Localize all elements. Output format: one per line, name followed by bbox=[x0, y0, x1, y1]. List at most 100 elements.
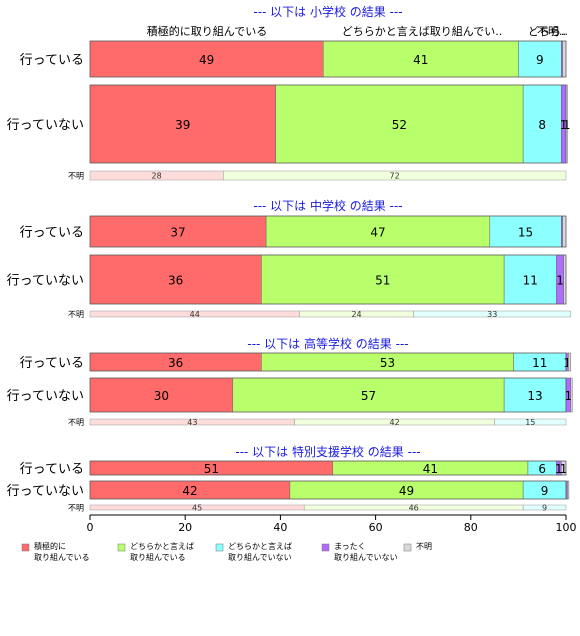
row-label: 行っていない bbox=[7, 118, 84, 133]
bar-segment bbox=[232, 377, 505, 413]
row-label: 行っている bbox=[20, 53, 84, 68]
x-axis-tick-label: 0 bbox=[87, 521, 94, 534]
row-label: 行っていない bbox=[7, 274, 84, 289]
data-label: 37 bbox=[170, 226, 185, 240]
legend-label: 取り組んでいない bbox=[334, 552, 398, 562]
legend-label: どちらかと言えば bbox=[228, 541, 292, 551]
top-category-label: どちらかと言えば取り組んでい.. bbox=[342, 25, 502, 38]
top-category-label: 不明.. bbox=[537, 25, 566, 38]
data-label: 1 bbox=[563, 118, 571, 132]
bar-segment bbox=[568, 352, 572, 372]
bar-outline bbox=[89, 254, 567, 305]
unknown-bar-segment bbox=[522, 504, 567, 511]
bar-outline bbox=[89, 352, 567, 372]
x-axis-tick-label: 60 bbox=[369, 521, 383, 534]
bar-segment bbox=[261, 254, 505, 305]
data-label: 57 bbox=[361, 389, 376, 403]
unknown-data-label: 72 bbox=[390, 172, 400, 181]
bar-outline bbox=[89, 377, 567, 413]
legend-label: どちらかと言えば bbox=[130, 541, 194, 551]
top-category-label: どちら.. bbox=[528, 25, 568, 38]
legend-swatch bbox=[21, 543, 30, 552]
data-label: 49 bbox=[199, 53, 214, 67]
data-label: 36 bbox=[168, 356, 183, 370]
bar-outline bbox=[89, 215, 567, 248]
data-label: 42 bbox=[182, 484, 197, 498]
x-axis-tick-label: 80 bbox=[464, 521, 478, 534]
unknown-data-label: 43 bbox=[187, 418, 197, 427]
legend-label: 取り組んでいる bbox=[34, 552, 90, 562]
data-label: 47 bbox=[370, 226, 385, 240]
data-label: 41 bbox=[413, 53, 428, 67]
top-category-label: 積極的に取り組んでいる bbox=[147, 24, 267, 38]
bar-outline bbox=[89, 84, 567, 164]
unknown-data-label: 46 bbox=[409, 504, 419, 513]
unknown-data-label: 45 bbox=[192, 504, 202, 513]
legend-swatch bbox=[215, 543, 224, 552]
data-label: 1 bbox=[555, 462, 563, 476]
bar-segment bbox=[562, 40, 567, 78]
bar-segment bbox=[570, 377, 573, 413]
row-label: 行っている bbox=[20, 356, 84, 371]
x-axis-tick-label: 20 bbox=[178, 521, 192, 534]
legend-swatch bbox=[321, 543, 330, 552]
legend-label: まったく bbox=[334, 542, 366, 551]
legend-label: 取り組んでいない bbox=[228, 552, 292, 562]
section-title: --- 以下は 小学校 の結果 --- bbox=[253, 4, 402, 19]
bar-segment bbox=[567, 480, 570, 500]
row-label: 行っている bbox=[20, 462, 84, 477]
x-axis-tick-label: 100 bbox=[556, 521, 577, 534]
unknown-data-label: 33 bbox=[487, 310, 497, 319]
unknown-row-label: 不明 bbox=[68, 310, 84, 319]
unknown-data-label: 44 bbox=[190, 310, 200, 319]
data-label: 36 bbox=[168, 274, 183, 288]
bar-segment bbox=[489, 215, 562, 248]
row-label: 行っている bbox=[20, 226, 84, 241]
data-label: 9 bbox=[536, 53, 544, 67]
bar-outline bbox=[89, 460, 567, 476]
row-label: 行っていない bbox=[7, 389, 84, 404]
unknown-data-label: 28 bbox=[152, 172, 162, 181]
legend-label: 積極的に bbox=[34, 541, 66, 551]
data-label: 15 bbox=[518, 226, 533, 240]
data-label: 51 bbox=[375, 274, 390, 288]
data-label: 52 bbox=[392, 118, 407, 132]
data-label: 41 bbox=[423, 462, 438, 476]
data-label: 6 bbox=[538, 462, 546, 476]
row-label: 行っていない bbox=[7, 484, 84, 499]
data-label: 30 bbox=[154, 389, 169, 403]
data-label: 8 bbox=[538, 118, 546, 132]
bar-outline bbox=[89, 40, 567, 78]
data-label: 49 bbox=[399, 484, 414, 498]
section-title: --- 以下は 高等学校 の結果 --- bbox=[247, 336, 408, 351]
legend-swatch bbox=[403, 543, 412, 552]
unknown-data-label: 15 bbox=[525, 418, 535, 427]
data-label: 53 bbox=[380, 356, 395, 370]
unknown-data-label: 9 bbox=[542, 504, 547, 513]
data-label: 39 bbox=[175, 118, 190, 132]
bar-segment bbox=[89, 215, 267, 248]
unknown-row-label: 不明 bbox=[68, 418, 84, 427]
bar-outline bbox=[89, 480, 567, 500]
data-label: 11 bbox=[523, 274, 538, 288]
data-label: 13 bbox=[527, 389, 542, 403]
legend-label: 不明 bbox=[416, 542, 432, 551]
bar-segment bbox=[562, 215, 567, 248]
unknown-bar-segment bbox=[413, 310, 572, 318]
data-label: 1 bbox=[563, 356, 571, 370]
unknown-data-label: 42 bbox=[390, 418, 400, 427]
data-label: 1 bbox=[565, 389, 573, 403]
bar-segment bbox=[563, 254, 567, 305]
data-label: 9 bbox=[541, 484, 549, 498]
bar-segment bbox=[89, 377, 234, 413]
section-title: --- 以下は 特別支援学校 の結果 --- bbox=[235, 444, 420, 459]
x-axis-tick-label: 40 bbox=[273, 521, 287, 534]
unknown-bar-segment bbox=[223, 170, 567, 181]
unknown-row-label: 不明 bbox=[68, 172, 84, 181]
section-title: --- 以下は 中学校 の結果 --- bbox=[253, 198, 402, 213]
data-label: 1 bbox=[560, 462, 568, 476]
bar-segment bbox=[503, 254, 557, 305]
unknown-data-label: 24 bbox=[351, 310, 361, 319]
bar-segment bbox=[275, 84, 524, 164]
